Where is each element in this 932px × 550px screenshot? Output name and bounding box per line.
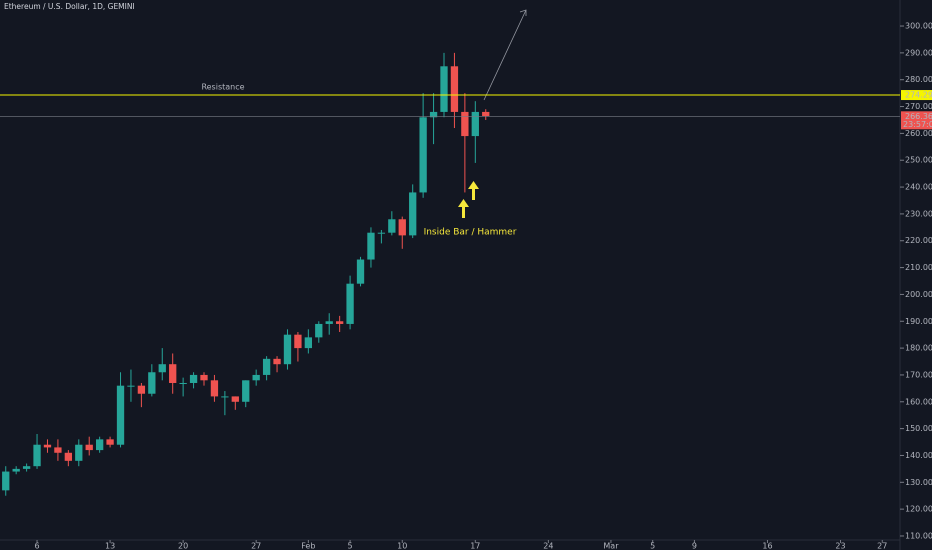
candle-body — [356, 259, 365, 284]
last-price-box — [901, 111, 932, 130]
x-tick-label: 13 — [105, 542, 115, 550]
x-tick-label: Feb — [301, 542, 315, 550]
x-tick-label: 6 — [34, 542, 39, 550]
x-tick-label: 5 — [348, 542, 353, 550]
candle-body — [429, 111, 438, 118]
trend-arrow — [483, 9, 527, 101]
candle-body — [325, 321, 333, 324]
candle-body — [116, 385, 125, 445]
countdown-label: 23:57:02 — [903, 120, 932, 129]
candle-body — [419, 117, 427, 193]
candle-body — [33, 444, 41, 467]
resistance-label: Resistance — [201, 83, 244, 92]
x-tick-label: 16 — [762, 542, 772, 550]
y-tick-label: 220.00 — [905, 236, 932, 245]
candle-body — [54, 447, 62, 453]
x-tick-label: 9 — [692, 542, 697, 550]
y-tick-label: 230.00 — [905, 209, 932, 218]
candle-body — [2, 471, 10, 491]
y-tick-label: 170.00 — [905, 370, 932, 379]
x-tick-label: 27 — [877, 542, 887, 550]
y-tick-label: 200.00 — [905, 290, 932, 299]
x-tick-label: 17 — [470, 542, 480, 550]
candle-body — [200, 374, 208, 381]
resistance-price-box — [901, 90, 932, 101]
y-tick-label: 300.00 — [905, 22, 932, 31]
y-tick-label: 120.00 — [905, 505, 932, 514]
candle-body — [169, 364, 177, 383]
candle-body — [482, 111, 490, 117]
candle-body — [304, 337, 312, 349]
annotation-text: Inside Bar / Hammer — [424, 228, 517, 238]
candle-body — [179, 382, 187, 384]
candle-body — [75, 444, 83, 461]
y-tick-label: 160.00 — [905, 397, 932, 406]
candle-body — [346, 283, 354, 324]
candle-body — [398, 219, 406, 236]
candle-body — [315, 323, 323, 338]
candle-body — [461, 111, 469, 137]
chart-title: Ethereum / U.S. Dollar, 1D, GEMINI — [4, 2, 135, 11]
candle-body — [262, 358, 271, 375]
candle-body — [388, 219, 396, 233]
candle-body — [148, 372, 156, 394]
candle-body — [440, 66, 448, 112]
candle-body — [106, 439, 114, 445]
candle-body — [137, 385, 146, 394]
candle-body — [85, 444, 93, 451]
candle-body — [221, 396, 229, 398]
candle-body — [273, 358, 281, 365]
candle-body — [377, 232, 386, 234]
y-tick-label: 140.00 — [905, 451, 932, 460]
candle-body — [471, 111, 479, 137]
y-tick-label: 210.00 — [905, 263, 932, 272]
y-tick-label: 250.00 — [905, 156, 932, 165]
candle-body — [96, 439, 104, 451]
candle-body — [450, 66, 459, 112]
candle-body — [210, 380, 219, 397]
candle-body — [158, 364, 166, 373]
candle-body — [336, 321, 344, 324]
candle-body — [283, 334, 292, 365]
x-tick-label: Mar — [603, 542, 619, 550]
candle-body — [231, 396, 239, 402]
y-tick-label: 280.00 — [905, 75, 932, 84]
candle-body — [64, 452, 72, 461]
y-tick-label: 290.00 — [905, 48, 932, 57]
x-tick-label: 10 — [397, 542, 407, 550]
y-tick-label: 180.00 — [905, 344, 932, 353]
y-tick-label: 240.00 — [905, 183, 932, 192]
x-tick-label: 20 — [178, 542, 188, 550]
y-tick-label: 150.00 — [905, 424, 932, 433]
candle-body — [294, 334, 302, 349]
y-tick-label: 130.00 — [905, 478, 932, 487]
y-tick-label: 190.00 — [905, 317, 932, 326]
x-tick-label: 23 — [835, 542, 845, 550]
candle-body — [367, 232, 375, 260]
candle-body — [409, 192, 417, 236]
candle-body — [12, 468, 20, 472]
x-tick-label: 24 — [543, 542, 553, 550]
y-tick-label: 260.00 — [905, 129, 932, 138]
x-tick-label: 5 — [650, 542, 655, 550]
resistance-price-label: 274.29 — [905, 91, 932, 100]
candle-body — [189, 374, 198, 383]
last-price-label: 266.36 — [905, 112, 932, 121]
candle-body — [242, 380, 250, 402]
x-tick-label: 27 — [251, 542, 261, 550]
y-tick-label: 110.00 — [905, 531, 932, 540]
candle-body — [22, 466, 31, 469]
candle-body — [127, 385, 135, 387]
candle-body — [252, 374, 260, 381]
candle-body — [43, 444, 52, 448]
annotation-arrows — [458, 181, 479, 218]
y-tick-label: 270.00 — [905, 102, 932, 111]
